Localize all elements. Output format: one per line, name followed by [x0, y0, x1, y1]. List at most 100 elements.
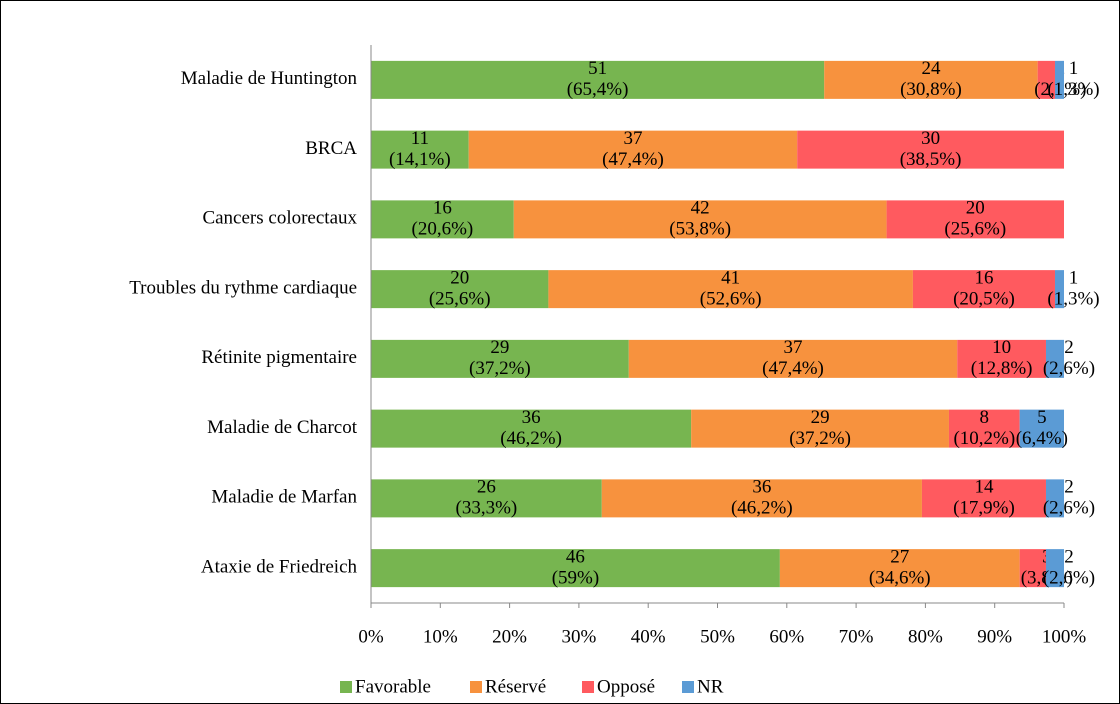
count-label: 27	[890, 546, 909, 567]
count-label: 14	[974, 477, 994, 498]
bar-segment	[371, 339, 629, 378]
bar-segment	[371, 409, 692, 448]
data-label: (38,5%)	[900, 149, 962, 170]
count-label: 51	[588, 58, 607, 79]
count-label: 24	[921, 58, 941, 79]
data-label: (6,4%)	[1016, 428, 1068, 449]
bar-segment	[1045, 479, 1064, 518]
data-label: (25,6%)	[429, 288, 491, 309]
count-label: 2	[1064, 546, 1074, 567]
bar-segment	[1019, 409, 1064, 448]
data-label: (12,8%)	[971, 358, 1033, 379]
data-label: (46,2%)	[731, 498, 793, 519]
x-tick-label: 20%	[492, 626, 527, 647]
x-tick-label: 80%	[908, 626, 943, 647]
count-label: 30	[921, 128, 940, 149]
count-label: 36	[752, 477, 771, 498]
data-label: (52,6%)	[700, 288, 762, 309]
data-label: (2,6%)	[1043, 498, 1095, 519]
count-label: 41	[721, 267, 740, 288]
x-tick-label: 90%	[977, 626, 1012, 647]
bar-segment	[1019, 549, 1046, 588]
count-label: 1	[1069, 267, 1079, 288]
y-tick-label: Maladie de Charcot	[207, 417, 358, 438]
data-label: (20,6%)	[412, 219, 474, 240]
data-label: (17,9%)	[953, 498, 1015, 519]
data-label: (2,6%)	[1043, 567, 1095, 588]
x-tick-label: 40%	[631, 626, 666, 647]
count-label: 16	[974, 267, 993, 288]
count-label: 37	[784, 337, 803, 358]
count-label: 29	[490, 337, 509, 358]
data-label: (65,4%)	[567, 79, 629, 100]
bar-segment	[371, 130, 469, 169]
bar-segment	[824, 60, 1038, 99]
x-tick-label: 50%	[700, 626, 735, 647]
bar-segment	[1045, 549, 1064, 588]
count-label: 2	[1064, 337, 1074, 358]
y-tick-label: Rétinite pigmentaire	[201, 347, 357, 368]
bar-segment	[371, 200, 514, 239]
data-label: (10,2%)	[953, 428, 1015, 449]
count-label: 2	[1064, 477, 1074, 498]
bar-segment	[912, 270, 1055, 309]
count-label: 29	[811, 407, 830, 428]
legend-label: NR	[697, 676, 724, 697]
legend-swatch	[582, 681, 594, 693]
x-tick-label: 70%	[839, 626, 874, 647]
x-tick-label: 60%	[769, 626, 804, 647]
bar-segment	[886, 200, 1064, 239]
data-label: (33,3%)	[456, 498, 518, 519]
x-tick-label: 10%	[423, 626, 458, 647]
bar-segment	[468, 130, 798, 169]
count-label: 20	[966, 198, 985, 219]
legend-swatch	[470, 681, 482, 693]
bar-segment	[628, 339, 958, 378]
data-label: (53,8%)	[669, 219, 731, 240]
x-tick-label: 0%	[358, 626, 384, 647]
x-tick-label: 30%	[561, 626, 596, 647]
bar-segment	[1037, 60, 1055, 99]
data-label: (47,4%)	[602, 149, 664, 170]
data-label: (1,3%)	[1047, 288, 1099, 309]
bar-segment	[371, 60, 825, 99]
bar-segment	[601, 479, 922, 518]
data-label: (20,5%)	[953, 288, 1015, 309]
bar-segment	[371, 479, 602, 518]
data-label: (37,2%)	[469, 358, 531, 379]
count-label: 20	[450, 267, 469, 288]
bar-segment	[948, 409, 1020, 448]
y-tick-label: Cancers colorectaux	[202, 208, 357, 229]
count-label: 36	[522, 407, 541, 428]
legend-swatch	[340, 681, 352, 693]
legend-swatch	[682, 681, 694, 693]
data-label: (14,1%)	[389, 149, 451, 170]
data-label: (47,4%)	[762, 358, 824, 379]
bar-segment	[513, 200, 887, 239]
count-label: 5	[1037, 407, 1047, 428]
bar-segment	[371, 549, 780, 588]
bar-segment	[548, 270, 913, 309]
count-label: 1	[1069, 58, 1079, 79]
y-tick-label: Ataxie de Friedreich	[201, 556, 358, 577]
y-tick-label: Maladie de Marfan	[211, 487, 357, 508]
data-label: (1,3%)	[1047, 79, 1099, 100]
count-label: 10	[992, 337, 1011, 358]
y-tick-label: Troubles du rythme cardiaque	[129, 277, 357, 298]
bar-segment	[1054, 60, 1064, 99]
legend-label: Opposé	[597, 676, 655, 697]
data-label: (34,6%)	[869, 567, 931, 588]
x-tick-label: 100%	[1042, 626, 1087, 647]
data-label: (30,8%)	[900, 79, 962, 100]
bar-segment	[779, 549, 1020, 588]
count-label: 37	[623, 128, 642, 149]
y-tick-label: BRCA	[305, 138, 357, 159]
y-tick-label: Maladie de Huntington	[181, 68, 358, 89]
count-label: 11	[411, 128, 429, 149]
bar-segment	[691, 409, 949, 448]
data-label: (37,2%)	[789, 428, 851, 449]
bar-segment	[957, 339, 1046, 378]
data-label: (59%)	[552, 567, 599, 588]
count-label: 8	[980, 407, 990, 428]
